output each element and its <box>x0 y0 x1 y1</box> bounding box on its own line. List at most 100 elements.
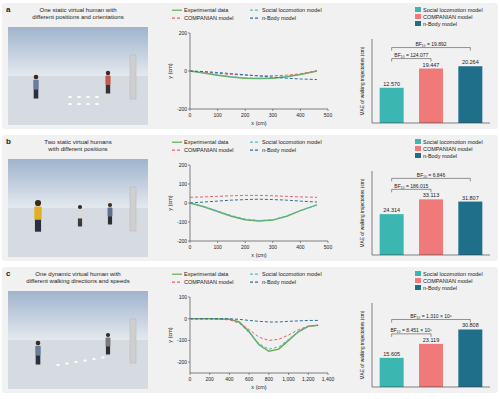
x-tick <box>272 109 273 111</box>
series-line <box>190 319 318 341</box>
figure-body <box>34 207 41 220</box>
legend-label: Experimental data <box>184 7 229 13</box>
y-tick <box>188 222 190 223</box>
x-tick-label: 200 <box>206 376 215 382</box>
figure-legs <box>78 218 82 227</box>
x-tick <box>272 241 273 243</box>
figure-legs <box>106 346 110 355</box>
figure: aOne static virtual human withdifferent … <box>0 0 500 399</box>
panel-letter: c <box>6 269 11 278</box>
pillar <box>130 55 136 99</box>
bar <box>380 88 404 123</box>
series-line <box>190 203 317 220</box>
plot-area <box>190 319 318 352</box>
series-line <box>190 319 318 352</box>
x-tick <box>268 373 269 375</box>
comparison-bracket <box>392 48 471 51</box>
y-axis-title: y (cm) <box>167 195 173 210</box>
x-axis-title: x (cm) <box>251 384 266 390</box>
series-line <box>190 71 317 80</box>
scene <box>8 159 148 257</box>
x-tick <box>217 241 218 243</box>
x-tick-label: 600 <box>245 376 254 382</box>
figure-body <box>108 207 113 216</box>
figure-legs <box>108 216 112 225</box>
bar <box>458 329 482 387</box>
figure-head <box>108 203 112 207</box>
legend-swatch <box>250 274 260 275</box>
x-tick <box>328 373 329 375</box>
panel-letter: b <box>6 137 11 146</box>
figure-legs <box>106 85 110 94</box>
x-axis-title: x (cm) <box>251 252 266 258</box>
legend-swatch <box>250 142 260 143</box>
x-tick-label: 400 <box>225 376 234 382</box>
comparison-bracket <box>392 178 471 181</box>
marker <box>68 103 72 105</box>
legend-label: Experimental data <box>184 139 229 145</box>
data-label: 19.447 <box>423 62 440 68</box>
panel-letter: a <box>6 5 11 14</box>
x-tick <box>249 373 250 375</box>
line-chart: 0100200300400500-200-1000100200x (cm)y (… <box>167 139 332 258</box>
bar <box>419 344 443 387</box>
panel-background <box>2 267 498 393</box>
y-tick <box>188 362 190 363</box>
comparison-label: BF₁₀ = 19.892 <box>415 41 446 47</box>
x-axis <box>372 123 490 124</box>
pillar <box>130 319 136 363</box>
y-tick-label: 0 <box>184 68 187 74</box>
legend-swatch <box>250 10 260 11</box>
marker <box>77 103 81 105</box>
data-label: 15.605 <box>383 351 400 357</box>
marker <box>95 96 99 98</box>
comparison-label: BF₁₀ = 6.846 <box>417 172 446 178</box>
legend-swatch <box>172 282 182 283</box>
y-axis <box>372 303 373 387</box>
x-tick-label: 500 <box>324 244 333 250</box>
panel-background <box>2 3 498 129</box>
comparison-label: BF₁₀ = 124.077 <box>394 52 428 58</box>
x-axis <box>190 241 328 242</box>
legend-swatch <box>172 142 182 143</box>
ground <box>8 340 148 389</box>
plot-area <box>380 66 483 123</box>
y-tick-label: 200 <box>179 162 188 168</box>
x-tick <box>328 109 329 111</box>
legend-label: COMPANIAN model <box>184 15 233 21</box>
legend-swatch <box>415 146 421 151</box>
figure-legs <box>34 89 39 98</box>
x-tick <box>245 109 246 111</box>
legend-label: n-Body model <box>423 153 457 159</box>
footprint <box>65 363 69 365</box>
legend-label: COMPANIAN model <box>423 278 472 284</box>
x-tick <box>245 241 246 243</box>
x-tick <box>308 373 309 375</box>
x-tick-label: 500 <box>324 112 333 118</box>
legend-label: Social locomotion model <box>423 7 483 13</box>
y-tick <box>188 297 190 298</box>
y-axis-title: MAE of walking trajectories (cm) <box>360 178 365 247</box>
legend-label: Social locomotion model <box>262 271 322 277</box>
marker <box>77 96 81 98</box>
series-line <box>190 71 317 79</box>
legend-swatch <box>415 271 421 276</box>
x-tick-label: 0 <box>189 112 192 118</box>
legend-swatch <box>250 150 260 151</box>
legend-label: n-Body model <box>262 279 296 285</box>
legend-label: COMPANIAN model <box>423 146 472 152</box>
y-tick <box>188 184 190 185</box>
y-axis <box>372 39 373 123</box>
x-tick <box>217 109 218 111</box>
x-axis-title: x (cm) <box>251 120 266 126</box>
line-chart: 02004006008001,0001,2001,400-200-1000100… <box>167 271 334 390</box>
data-label: 20.264 <box>462 59 479 65</box>
legend-label: Social locomotion model <box>423 139 483 145</box>
footprint <box>92 358 96 360</box>
bar-chart: 24.31433.11331.807MAE of walking traject… <box>360 139 490 256</box>
y-tick <box>188 33 190 34</box>
y-tick <box>188 71 190 72</box>
panel-caption: with different positions <box>47 146 107 152</box>
legend-label: n-Body model <box>262 147 296 153</box>
legend-swatch <box>415 278 421 283</box>
